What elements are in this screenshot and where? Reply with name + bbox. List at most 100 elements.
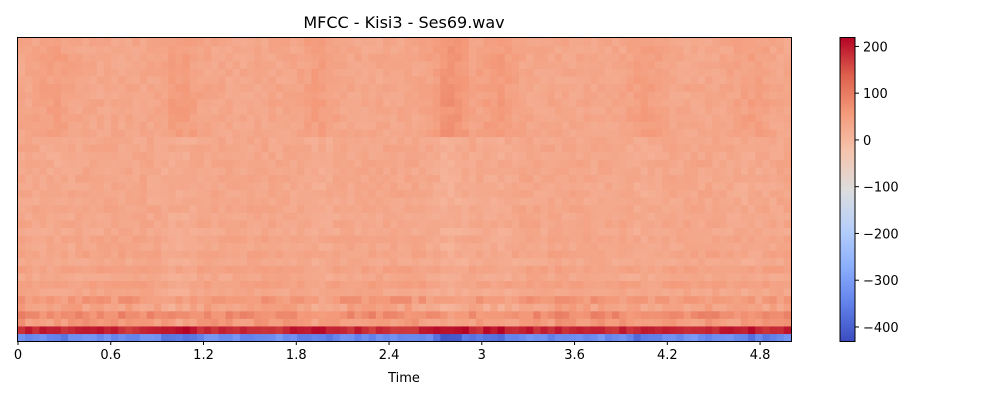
heatmap-cell — [268, 45, 277, 54]
heatmap-cell — [726, 303, 735, 312]
heatmap-cell — [182, 280, 191, 289]
heatmap-cell — [483, 38, 491, 47]
heatmap-cell — [96, 242, 105, 251]
heatmap-cell — [497, 159, 506, 168]
heatmap-cell — [132, 310, 141, 319]
heatmap-cell — [533, 75, 542, 85]
heatmap-cell — [211, 166, 220, 175]
heatmap-cell — [569, 310, 577, 319]
heatmap-cell — [146, 227, 155, 236]
heatmap-cell — [232, 303, 241, 312]
heatmap-cell — [740, 303, 749, 312]
heatmap-cell — [569, 45, 577, 54]
heatmap-cell — [633, 197, 642, 206]
heatmap-cell — [726, 136, 735, 145]
heatmap-cell — [46, 106, 55, 115]
heatmap-cell — [32, 181, 41, 191]
heatmap-cell — [619, 144, 627, 153]
heatmap-cell — [769, 166, 778, 175]
heatmap-cell — [340, 98, 348, 107]
heatmap-cell — [619, 121, 627, 130]
heatmap-cell — [232, 38, 241, 47]
heatmap-cell — [390, 38, 398, 47]
heatmap-cell — [633, 91, 642, 100]
heatmap-cell — [25, 113, 33, 122]
heatmap-cell — [146, 212, 155, 221]
heatmap-cell — [490, 151, 499, 160]
heatmap-cell — [590, 128, 599, 138]
heatmap-cell — [418, 333, 427, 342]
heatmap-cell — [425, 128, 434, 138]
heatmap-cell — [705, 204, 713, 213]
heatmap-cell — [132, 257, 141, 266]
heatmap-cell — [640, 219, 649, 228]
heatmap-cell — [669, 212, 678, 221]
heatmap-cell — [397, 280, 406, 289]
heatmap-cell — [454, 310, 463, 319]
heatmap-cell — [454, 75, 463, 85]
heatmap-cell — [211, 295, 220, 304]
heatmap-cell — [762, 234, 771, 244]
heatmap-cell — [497, 38, 506, 47]
heatmap-cell — [468, 295, 477, 304]
heatmap-cell — [53, 234, 62, 244]
heatmap-cell — [662, 75, 670, 85]
heatmap-cell — [590, 250, 599, 259]
heatmap-cell — [96, 166, 105, 175]
heatmap-cell — [75, 219, 84, 228]
heatmap-cell — [32, 219, 41, 228]
heatmap-cell — [762, 166, 771, 175]
heatmap-cell — [304, 197, 313, 206]
heatmap-cell — [526, 83, 534, 92]
heatmap-cell — [755, 250, 763, 259]
heatmap-cell — [153, 325, 162, 335]
heatmap-cell — [626, 75, 635, 85]
heatmap-cell — [132, 219, 141, 228]
heatmap-cell — [676, 287, 685, 297]
heatmap-cell — [490, 272, 499, 281]
heatmap-cell — [75, 98, 84, 107]
heatmap-cell — [447, 234, 456, 244]
heatmap-cell — [75, 303, 84, 312]
heatmap-cell — [139, 325, 148, 335]
heatmap-cell — [712, 75, 721, 85]
heatmap-cell — [604, 333, 613, 342]
heatmap-cell — [554, 333, 563, 342]
heatmap-cell — [153, 166, 162, 175]
heatmap-cell — [433, 113, 441, 122]
heatmap-cell — [748, 234, 756, 244]
heatmap-cell — [655, 189, 663, 198]
heatmap-cell — [375, 265, 384, 274]
heatmap-cell — [390, 204, 398, 213]
heatmap-cell — [318, 151, 327, 160]
heatmap-cell — [762, 45, 771, 54]
heatmap-cell — [590, 219, 599, 228]
heatmap-cell — [683, 128, 692, 138]
heatmap-cell — [769, 295, 778, 304]
heatmap-cell — [511, 181, 520, 191]
heatmap-cell — [404, 295, 413, 304]
heatmap-cell — [189, 242, 198, 251]
heatmap-cell — [590, 272, 599, 281]
heatmap-cell — [433, 91, 441, 100]
heatmap-cell — [161, 242, 169, 251]
heatmap-cell — [161, 45, 169, 54]
heatmap-cell — [576, 75, 585, 85]
heatmap-cell — [483, 204, 491, 213]
heatmap-cell — [161, 250, 169, 259]
heatmap-cell — [433, 181, 441, 191]
heatmap-cell — [282, 197, 291, 206]
heatmap-cell — [297, 257, 305, 266]
heatmap-cell — [440, 38, 449, 47]
heatmap-cell — [89, 45, 98, 54]
heatmap-cell — [311, 189, 320, 198]
heatmap-cell — [182, 144, 191, 153]
heatmap-cell — [282, 38, 291, 47]
heatmap-cell — [433, 310, 441, 319]
heatmap-cell — [82, 197, 91, 206]
heatmap-cell — [282, 204, 291, 213]
heatmap-cell — [576, 53, 585, 62]
heatmap-cell — [690, 219, 699, 228]
heatmap-cell — [783, 257, 792, 266]
heatmap-cell — [383, 91, 391, 100]
